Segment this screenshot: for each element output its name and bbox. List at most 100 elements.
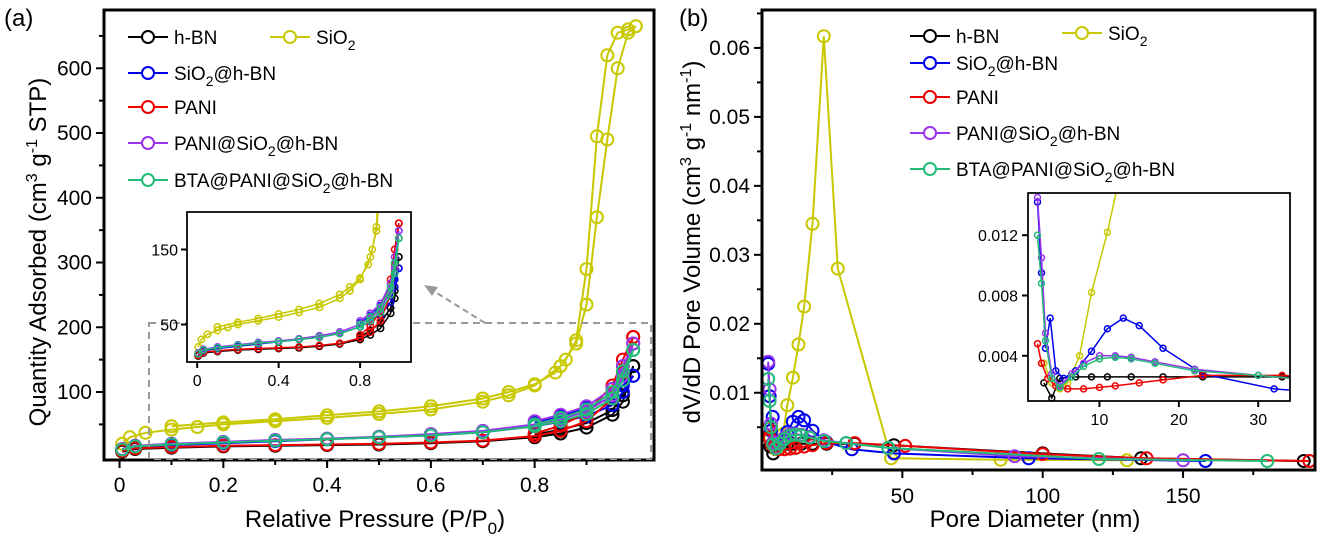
inset-a-bta-pani-sio2-h-bn-point	[213, 343, 222, 352]
series-a-sio2-point	[190, 420, 205, 434]
x-tick-label: 0.8	[520, 474, 549, 497]
legend-label: h-BN	[174, 28, 217, 49]
series-a-pani-line	[122, 336, 635, 452]
legend-item-sio2: SiO2	[270, 28, 356, 53]
legend-label: PANI	[956, 88, 999, 109]
inset-a-sio2-point	[203, 330, 212, 339]
legend-item-sio2-h-bn: SiO2@h-BN	[128, 64, 276, 89]
inset-b-bta-pani-sio2-h-bn-line	[1036, 235, 1290, 389]
legend-label: h-BN	[956, 27, 999, 48]
inset-b-pani-point	[1198, 371, 1207, 380]
legend-item-sio2: SiO2	[1062, 24, 1148, 49]
series-a-sio2-point	[138, 425, 153, 440]
inset-a-sio2-desorption-point	[274, 310, 283, 318]
x-tick-label: 0.2	[209, 474, 238, 497]
legend-swatch-marker	[923, 90, 937, 104]
inset-b-h-bn-point	[1087, 373, 1096, 381]
series-b-sio2-point	[785, 370, 800, 385]
inset-b-bta-pani-sio2-h-bn-point	[1067, 373, 1076, 381]
inset-b-sio2-h-bn-point	[1135, 321, 1143, 330]
series-a-sio2-desorption-point	[589, 129, 604, 144]
inset-a-bta-pani-sio2-h-bn-point	[390, 269, 399, 278]
inset-a-pani-sio2-h-bn-line	[197, 230, 400, 354]
legend-item-h-bn: h-BN	[128, 28, 217, 49]
inset-a-bta-pani-sio2-h-bn-point	[315, 333, 324, 342]
legend-item-h-bn: h-BN	[910, 27, 999, 48]
series-a-bta-pani-sio2-h-bn-point	[372, 430, 386, 445]
inset-a-bta-pani-sio2-h-bn-point	[335, 329, 344, 338]
series-b-sio2-point	[797, 299, 812, 314]
series-b-sio2-h-bn-point	[797, 413, 812, 428]
inset-b-pani-point	[1095, 383, 1104, 392]
zoom-box	[148, 322, 652, 460]
inset-a-sio2-point	[381, 81, 387, 87]
inset-b-sio2-h-bn-point	[1046, 314, 1054, 322]
y-tick-label: 100	[57, 381, 92, 404]
inset-a-pani-desorption-point	[394, 219, 403, 228]
inset-b-pani-point	[1044, 374, 1052, 383]
series-b-sio2-point	[816, 29, 831, 44]
panel-b-ylabel: dV/dD Pore Volume (cm3 g-1 nm-1)	[678, 61, 706, 424]
panel-a: (a) 0 0.2 0.4 0.6 0.8 100 200 300 400 500 600 0 0.4…	[4, 5, 656, 536]
series-a-bta-pani-sio2-h-bn-point	[579, 407, 594, 421]
series-b-pani-point	[819, 436, 834, 451]
legend-swatch-marker	[923, 56, 937, 70]
series-a-sio2-line	[121, 25, 637, 445]
series-a-bta-pani-sio2-h-bn-point	[615, 373, 630, 388]
series-a-sio2-desorption-line	[171, 25, 637, 428]
inset-b-pani-point	[1037, 359, 1046, 368]
y-tick-label: 0.04	[709, 175, 750, 198]
series-a-bta-pani-sio2-h-bn-desorption-point	[615, 364, 630, 379]
legend-swatch-marker	[141, 173, 155, 187]
series-a-pani-point	[475, 433, 490, 448]
inset-a-sio2-point	[197, 335, 206, 344]
inset-a-sio2-desorption-point	[335, 290, 344, 299]
y-tick-label: 400	[57, 187, 92, 210]
inset-b-sio2-h-bn-point	[1103, 324, 1112, 333]
legend-item-bta-pani-sio2-h-bn: BTA@PANI@SiO2@h-BN	[128, 171, 393, 196]
panel-a-inset-axes: 0 0.4 0.8 50 150	[151, 243, 371, 391]
inset-b-sio2-h-bn-point	[1119, 314, 1128, 322]
inset-b-pani-point	[1111, 382, 1120, 390]
inset-a-sio2-desorption-point	[315, 299, 324, 308]
legend-swatch-marker	[141, 100, 155, 114]
inset-a-sio2-desorption-point	[254, 314, 263, 323]
x-tick-label: 50	[891, 485, 914, 508]
inset-x-tick-label: 0.4	[268, 373, 290, 390]
series-b-sio2-point	[830, 261, 845, 276]
panel-a-series	[115, 19, 643, 459]
inset-a-pani-line	[197, 223, 400, 356]
inset-a-bta-pani-sio2-h-bn-desorption-point	[390, 259, 399, 267]
inset-b-sio2-point	[1136, 74, 1142, 80]
legend-swatch-marker	[141, 66, 155, 80]
panel-a-legend: h-BN SiO2 SiO2@h-BN PANI PANI@SiO2@h-BN BTA@P…	[128, 28, 393, 196]
series-a-bta-pani-sio2-h-bn-desorption-line	[534, 349, 635, 426]
legend-item-sio2-h-bn: SiO2@h-BN	[910, 54, 1058, 79]
x-tick-label: 150	[1166, 485, 1201, 508]
legend-label: SiO2	[1108, 24, 1148, 49]
inset-a-bta-pani-sio2-h-bn-desorption-point	[394, 234, 403, 243]
panel-b: (b) 50 100 150 0.01 0.02 0.03 0.04 0.05 0.06 10 2…	[678, 5, 1317, 533]
inset-a-bta-pani-sio2-h-bn-point	[295, 335, 303, 344]
inset-a-sio2-desorption-point	[356, 274, 365, 282]
series-a-bta-pani-sio2-h-bn-point	[475, 425, 490, 440]
inset-a-bta-pani-sio2-h-bn-desorption-point	[366, 313, 375, 321]
series-a-sio2-desorption-point	[558, 352, 573, 367]
inset-y-tick-label: 150	[151, 243, 178, 260]
inset-a-pani-desorption-point	[356, 331, 365, 339]
x-tick-label: 0.6	[416, 474, 445, 497]
panel-a-xlabel: Relative Pressure (P/P0)	[245, 506, 505, 536]
series-a-bta-pani-sio2-h-bn-desorption-point	[579, 402, 594, 417]
legend-swatch-marker	[141, 136, 155, 150]
legend-swatch-marker	[923, 162, 937, 176]
series-a-sio2-desorption-point	[423, 399, 438, 414]
series-b-sio2-h-bn-point	[765, 409, 780, 424]
inset-a-sio2-desorption-point	[368, 245, 377, 254]
legend-swatch-marker	[283, 30, 297, 44]
inset-b-sio2-h-bn-point	[1087, 347, 1096, 356]
series-a-sio2-point	[610, 61, 625, 76]
series-b-pani-point	[788, 440, 803, 455]
series-a-bta-pani-sio2-h-bn-desorption-point	[626, 342, 641, 357]
series-a-sio2-desorption-point	[320, 408, 335, 423]
